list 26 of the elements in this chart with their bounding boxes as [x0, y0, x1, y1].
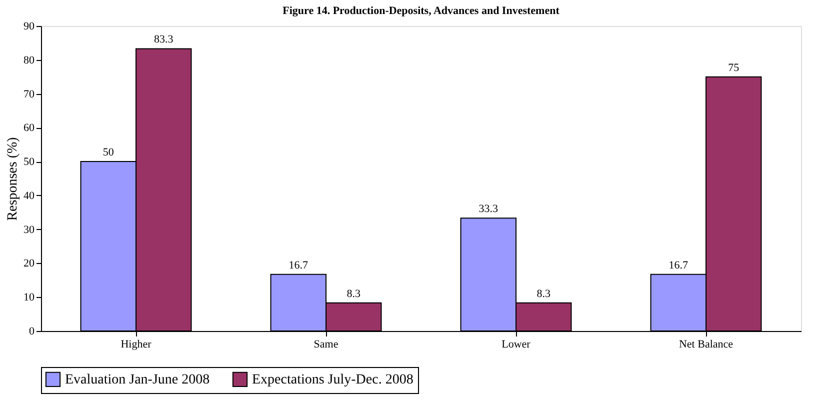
y-tick-label: 10 — [24, 292, 35, 304]
y-tick-label: 20 — [24, 258, 35, 270]
data-label: 83.3 — [154, 34, 174, 46]
y-tick-label: 70 — [24, 88, 35, 100]
y-axis-title: Responses (%) — [6, 136, 20, 221]
y-tick-label: 40 — [24, 190, 35, 202]
y-tick-label: 60 — [24, 122, 35, 134]
legend-label: Expectations July-Dec. 2008 — [252, 372, 414, 388]
data-label: 16.7 — [288, 259, 309, 272]
x-tick-label: Higher — [120, 338, 152, 350]
data-label: 75 — [728, 62, 740, 74]
data-label: 33.3 — [478, 203, 499, 216]
data-label: 8.3 — [536, 288, 551, 300]
x-tick-label: Lower — [502, 338, 531, 350]
y-tick-label: 30 — [24, 224, 35, 236]
data-label: 50 — [102, 146, 114, 159]
x-tick-label: Same — [314, 338, 338, 350]
chart-title: Figure 14. Production-Deposits, Advances and Investement — [282, 5, 560, 17]
y-tick-label: 50 — [24, 156, 35, 168]
y-tick-label: 0 — [29, 326, 35, 338]
y-tick-label: 90 — [24, 20, 35, 32]
data-label: 16.7 — [668, 259, 689, 272]
legend-label: Evaluation Jan-June 2008 — [65, 372, 210, 388]
x-tick-label: Net Balance — [678, 338, 734, 350]
y-tick-label: 80 — [24, 54, 35, 66]
data-label: 8.3 — [346, 288, 361, 300]
